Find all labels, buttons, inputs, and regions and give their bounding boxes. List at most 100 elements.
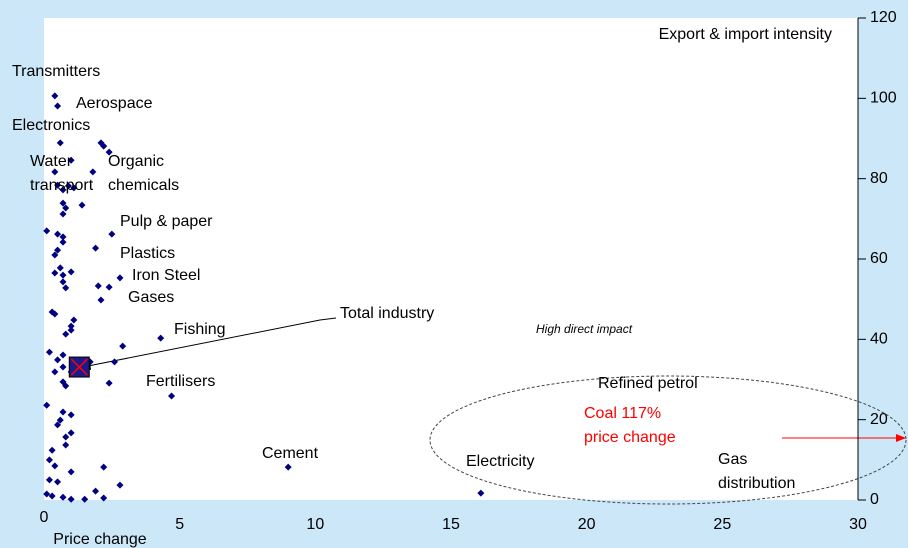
point — [89, 168, 97, 176]
point — [70, 184, 78, 192]
point — [54, 478, 62, 486]
point — [56, 139, 64, 147]
point — [43, 490, 51, 498]
total-industry-cross — [70, 358, 88, 376]
point — [62, 284, 70, 292]
point — [62, 441, 70, 449]
total-arrow — [87, 317, 337, 367]
y-tick-label: 80 — [870, 170, 888, 187]
point — [59, 210, 67, 218]
point — [116, 481, 124, 489]
point — [81, 495, 89, 503]
point — [54, 421, 62, 429]
point — [56, 416, 64, 424]
point — [105, 379, 113, 387]
y-tick-label: 60 — [870, 250, 888, 267]
point — [59, 238, 67, 246]
point — [59, 408, 67, 416]
annotation: Coal 117% — [584, 405, 661, 422]
point — [67, 156, 75, 164]
point — [54, 246, 62, 254]
point — [56, 264, 64, 272]
annotation: Cement — [262, 445, 319, 462]
point — [59, 363, 67, 371]
annotation: distribution — [718, 475, 795, 492]
annotation: Iron Steel — [132, 267, 200, 284]
point — [108, 230, 116, 238]
point — [43, 401, 51, 409]
point — [45, 476, 53, 484]
annotation: Electronics — [12, 117, 90, 134]
point — [105, 283, 113, 291]
annotation: High direct impact — [536, 322, 633, 336]
impact-ellipse — [429, 375, 907, 505]
point — [67, 268, 75, 276]
point — [67, 495, 75, 503]
point — [62, 330, 70, 338]
point — [92, 487, 100, 495]
point — [51, 310, 59, 318]
point — [100, 142, 108, 150]
x-axis-title: Price change — [53, 531, 146, 548]
point — [51, 269, 59, 277]
point — [477, 489, 485, 497]
y-axis-title: Export & import intensity — [659, 26, 832, 43]
x-tick-label: 5 — [175, 516, 184, 533]
annotation: Fertilisers — [146, 373, 215, 390]
point — [59, 199, 67, 207]
point — [92, 244, 100, 252]
point — [59, 351, 67, 359]
x-tick-label: 20 — [578, 516, 596, 533]
point — [54, 356, 62, 364]
point — [59, 493, 67, 501]
point — [45, 456, 53, 464]
point — [119, 342, 127, 350]
point — [116, 274, 124, 282]
point — [48, 446, 56, 454]
point — [43, 227, 51, 235]
annotation: Total industry — [340, 305, 434, 322]
point — [97, 296, 105, 304]
point — [105, 148, 113, 156]
annotation: Electricity — [466, 453, 534, 470]
point — [111, 358, 119, 366]
annotation: Organic — [108, 153, 164, 170]
annotation: Water — [30, 153, 73, 170]
point — [48, 492, 56, 500]
point — [51, 462, 59, 470]
annotation: Refined petrol — [598, 375, 698, 392]
point — [62, 433, 70, 441]
y-tick-label: 120 — [870, 9, 897, 26]
point — [100, 463, 108, 471]
point — [51, 368, 59, 376]
x-tick-label: 30 — [849, 516, 867, 533]
point — [94, 282, 102, 290]
annotation: Pulp & paper — [120, 213, 213, 230]
y-tick-label: 100 — [870, 90, 897, 107]
point — [59, 271, 67, 279]
annotation: transport — [30, 177, 94, 194]
point — [64, 182, 72, 190]
point — [54, 230, 62, 238]
point — [67, 326, 75, 334]
point — [168, 392, 176, 400]
coal-arrow-head — [896, 434, 906, 442]
point — [67, 468, 75, 476]
annotation: Plastics — [120, 245, 175, 262]
point — [70, 316, 78, 324]
annotation: Gas — [718, 451, 747, 468]
x-tick-label: 10 — [306, 516, 324, 533]
annotation: Transmitters — [12, 63, 100, 80]
annotation: Aerospace — [76, 95, 153, 112]
annotation: chemicals — [108, 177, 179, 194]
y-tick-label: 20 — [870, 411, 888, 428]
point — [45, 348, 53, 356]
annotation: Gases — [128, 289, 174, 306]
point — [62, 204, 70, 212]
plot-area — [44, 18, 858, 500]
annotation: price change — [584, 429, 676, 446]
point — [51, 168, 59, 176]
point — [67, 429, 75, 437]
point — [100, 494, 108, 502]
